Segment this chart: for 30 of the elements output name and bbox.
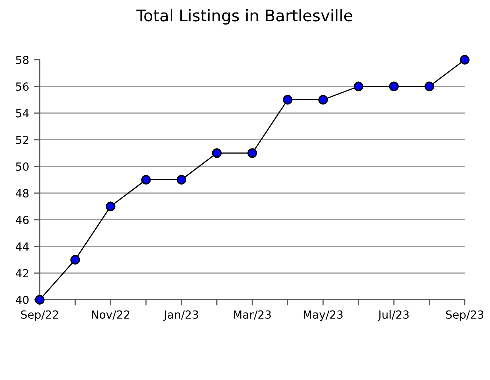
point xyxy=(283,95,293,105)
point xyxy=(460,55,470,65)
y-tick-label: 52 xyxy=(16,136,28,144)
y-tick-label: 54 xyxy=(16,109,29,118)
y-tick-label: 56 xyxy=(16,82,29,92)
point xyxy=(141,175,152,185)
x-tick-label: Jul/23 xyxy=(378,310,409,322)
x-tick-label: Jan/23 xyxy=(164,310,198,322)
chart-title: Total Listings in Bartlesville xyxy=(136,9,353,25)
point xyxy=(354,82,364,92)
point xyxy=(424,82,434,92)
point xyxy=(318,95,328,105)
y-tick-label: 42 xyxy=(16,269,28,278)
point xyxy=(248,148,258,158)
x-tick-label: Sep/22 xyxy=(21,310,58,322)
y-tick-label: 58 xyxy=(16,56,29,64)
y-tick-label: 50 xyxy=(16,162,29,172)
y-tick-label: 46 xyxy=(16,216,29,224)
point xyxy=(70,255,80,265)
x-tick-label: Nov/22 xyxy=(92,310,130,320)
point xyxy=(212,148,222,158)
point xyxy=(106,202,116,212)
y-tick-label: 44 xyxy=(16,242,29,251)
x-tick-label: Sep/23 xyxy=(446,310,484,322)
point xyxy=(176,175,187,185)
point xyxy=(389,82,400,92)
y-tick-label: 40 xyxy=(16,296,29,304)
x-tick-label: May/23 xyxy=(304,310,343,322)
x-tick-label: Mar/23 xyxy=(234,310,272,320)
y-tick-label: 48 xyxy=(16,189,29,198)
